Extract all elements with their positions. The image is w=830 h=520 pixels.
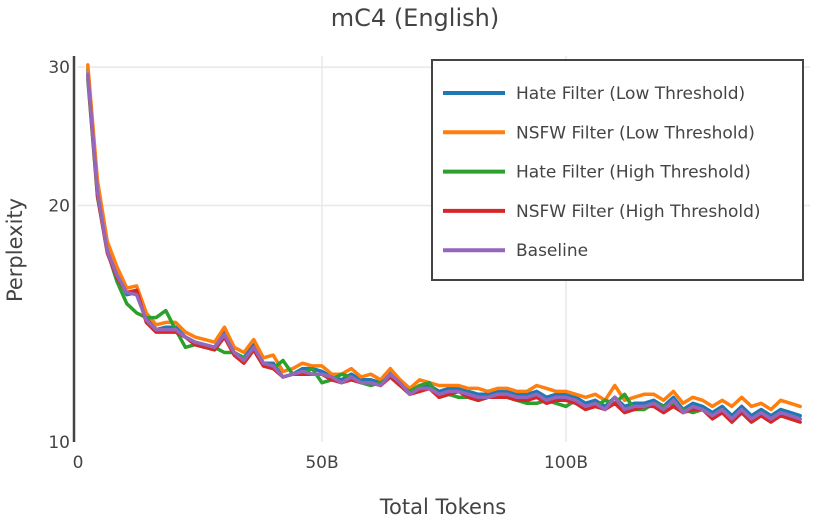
legend-label: NSFW Filter (Low Threshold) (516, 123, 755, 143)
series-lines (86, 63, 802, 424)
y-tick-label: 10 (48, 433, 70, 453)
x-axis-ticks: 0 50B 100B (73, 453, 588, 473)
x-tick-label: 50B (305, 453, 338, 473)
x-axis-title: Total Tokens (379, 495, 506, 519)
legend-label: Hate Filter (High Threshold) (516, 163, 751, 183)
y-tick-label: 20 (48, 197, 70, 217)
legend: Hate Filter (Low Threshold) NSFW Filter (… (431, 59, 804, 281)
legend-label: Baseline (516, 241, 588, 261)
x-tick-label: 100B (544, 453, 588, 473)
y-axis-ticks: 10 20 30 (48, 58, 70, 453)
y-tick-label: 30 (48, 58, 70, 78)
legend-label: NSFW Filter (High Threshold) (516, 202, 761, 222)
legend-label: Hate Filter (Low Threshold) (516, 84, 745, 104)
x-tick-label: 0 (73, 453, 84, 473)
series-line-5 (86, 72, 802, 421)
legend-box (431, 59, 804, 281)
y-axis-title: Perplexity (3, 198, 27, 302)
series-line-2 (86, 63, 802, 412)
chart-title: mC4 (English) (331, 4, 499, 32)
